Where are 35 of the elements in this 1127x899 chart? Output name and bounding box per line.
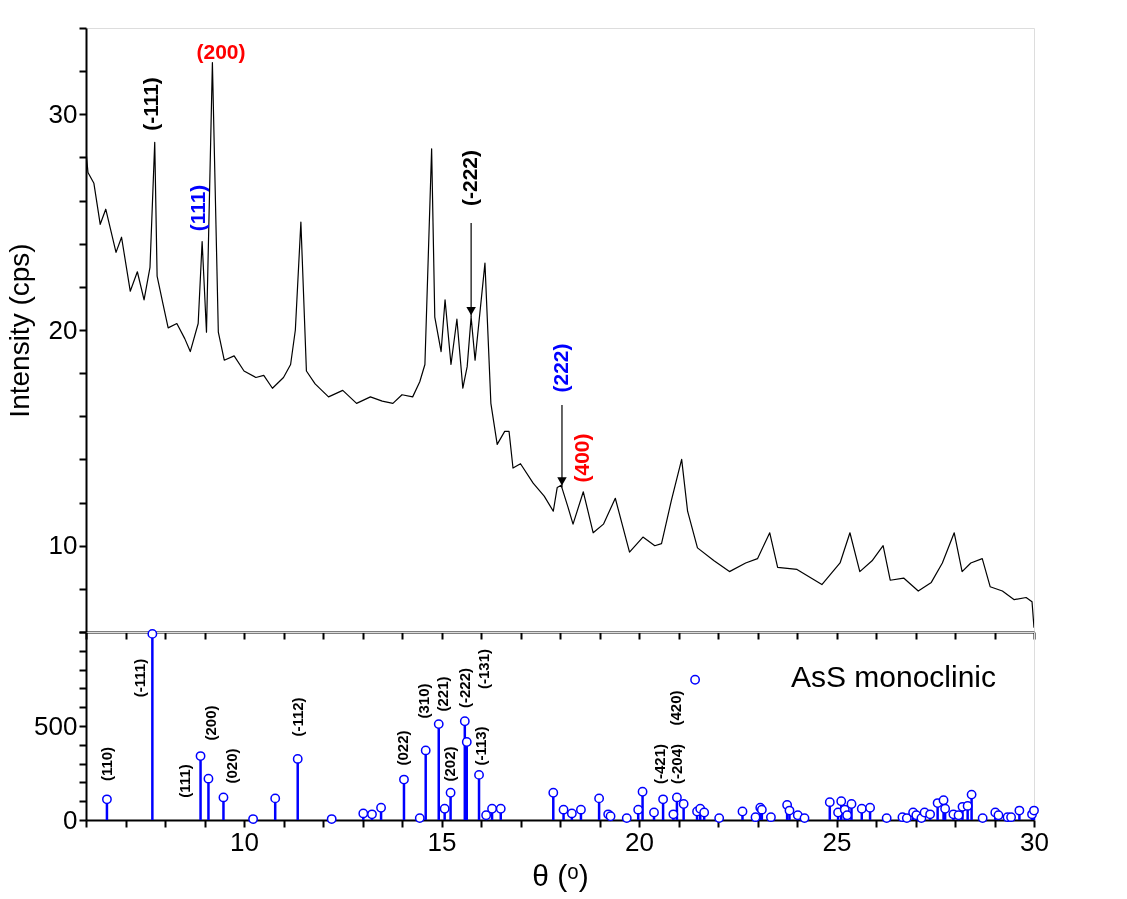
y-tick-label: 0 bbox=[63, 804, 78, 835]
y-tick-label: 30 bbox=[48, 98, 78, 129]
x-tick-label: 10 bbox=[230, 826, 259, 857]
annotation: (110) bbox=[98, 746, 115, 782]
x-tick-label: 25 bbox=[822, 826, 852, 857]
annotation: (-111) bbox=[139, 77, 162, 131]
annotation: (222) bbox=[548, 343, 572, 393]
annotation: (221) bbox=[434, 676, 451, 712]
annotation: (-112) bbox=[289, 697, 306, 737]
text: AsS monoclinic bbox=[790, 660, 996, 693]
x-axis-title: θ (ᵒ) bbox=[532, 858, 589, 892]
y-axis-title: Intensity (cps) bbox=[3, 243, 35, 418]
annotation: (-113) bbox=[472, 726, 489, 766]
annotation: (111) bbox=[186, 184, 209, 232]
annotation: (-421) bbox=[651, 743, 668, 785]
annotation: (310) bbox=[415, 683, 432, 719]
annotation: (111) bbox=[176, 764, 193, 798]
y-tick-label: 10 bbox=[48, 530, 78, 561]
annotation: (-131) bbox=[475, 648, 492, 690]
annotation: (202) bbox=[441, 746, 458, 782]
annotation: (-204) bbox=[668, 743, 685, 785]
annotation: (-222) bbox=[458, 149, 482, 207]
annotation: (-222) bbox=[456, 667, 473, 709]
annotation: (200) bbox=[202, 705, 219, 741]
annotation: (420) bbox=[667, 690, 684, 726]
x-tick-label: 30 bbox=[1020, 826, 1049, 857]
y-tick-label: 500 bbox=[34, 710, 78, 741]
annotation: (-111) bbox=[131, 658, 148, 698]
annotation: (020) bbox=[223, 748, 240, 784]
annotation: (022) bbox=[394, 730, 411, 766]
annotation: (400) bbox=[570, 433, 593, 483]
y-tick-label: 20 bbox=[48, 314, 78, 345]
annotation: (200) bbox=[196, 40, 246, 63]
x-tick-label: 20 bbox=[625, 826, 654, 857]
x-tick-label: 15 bbox=[427, 826, 457, 857]
